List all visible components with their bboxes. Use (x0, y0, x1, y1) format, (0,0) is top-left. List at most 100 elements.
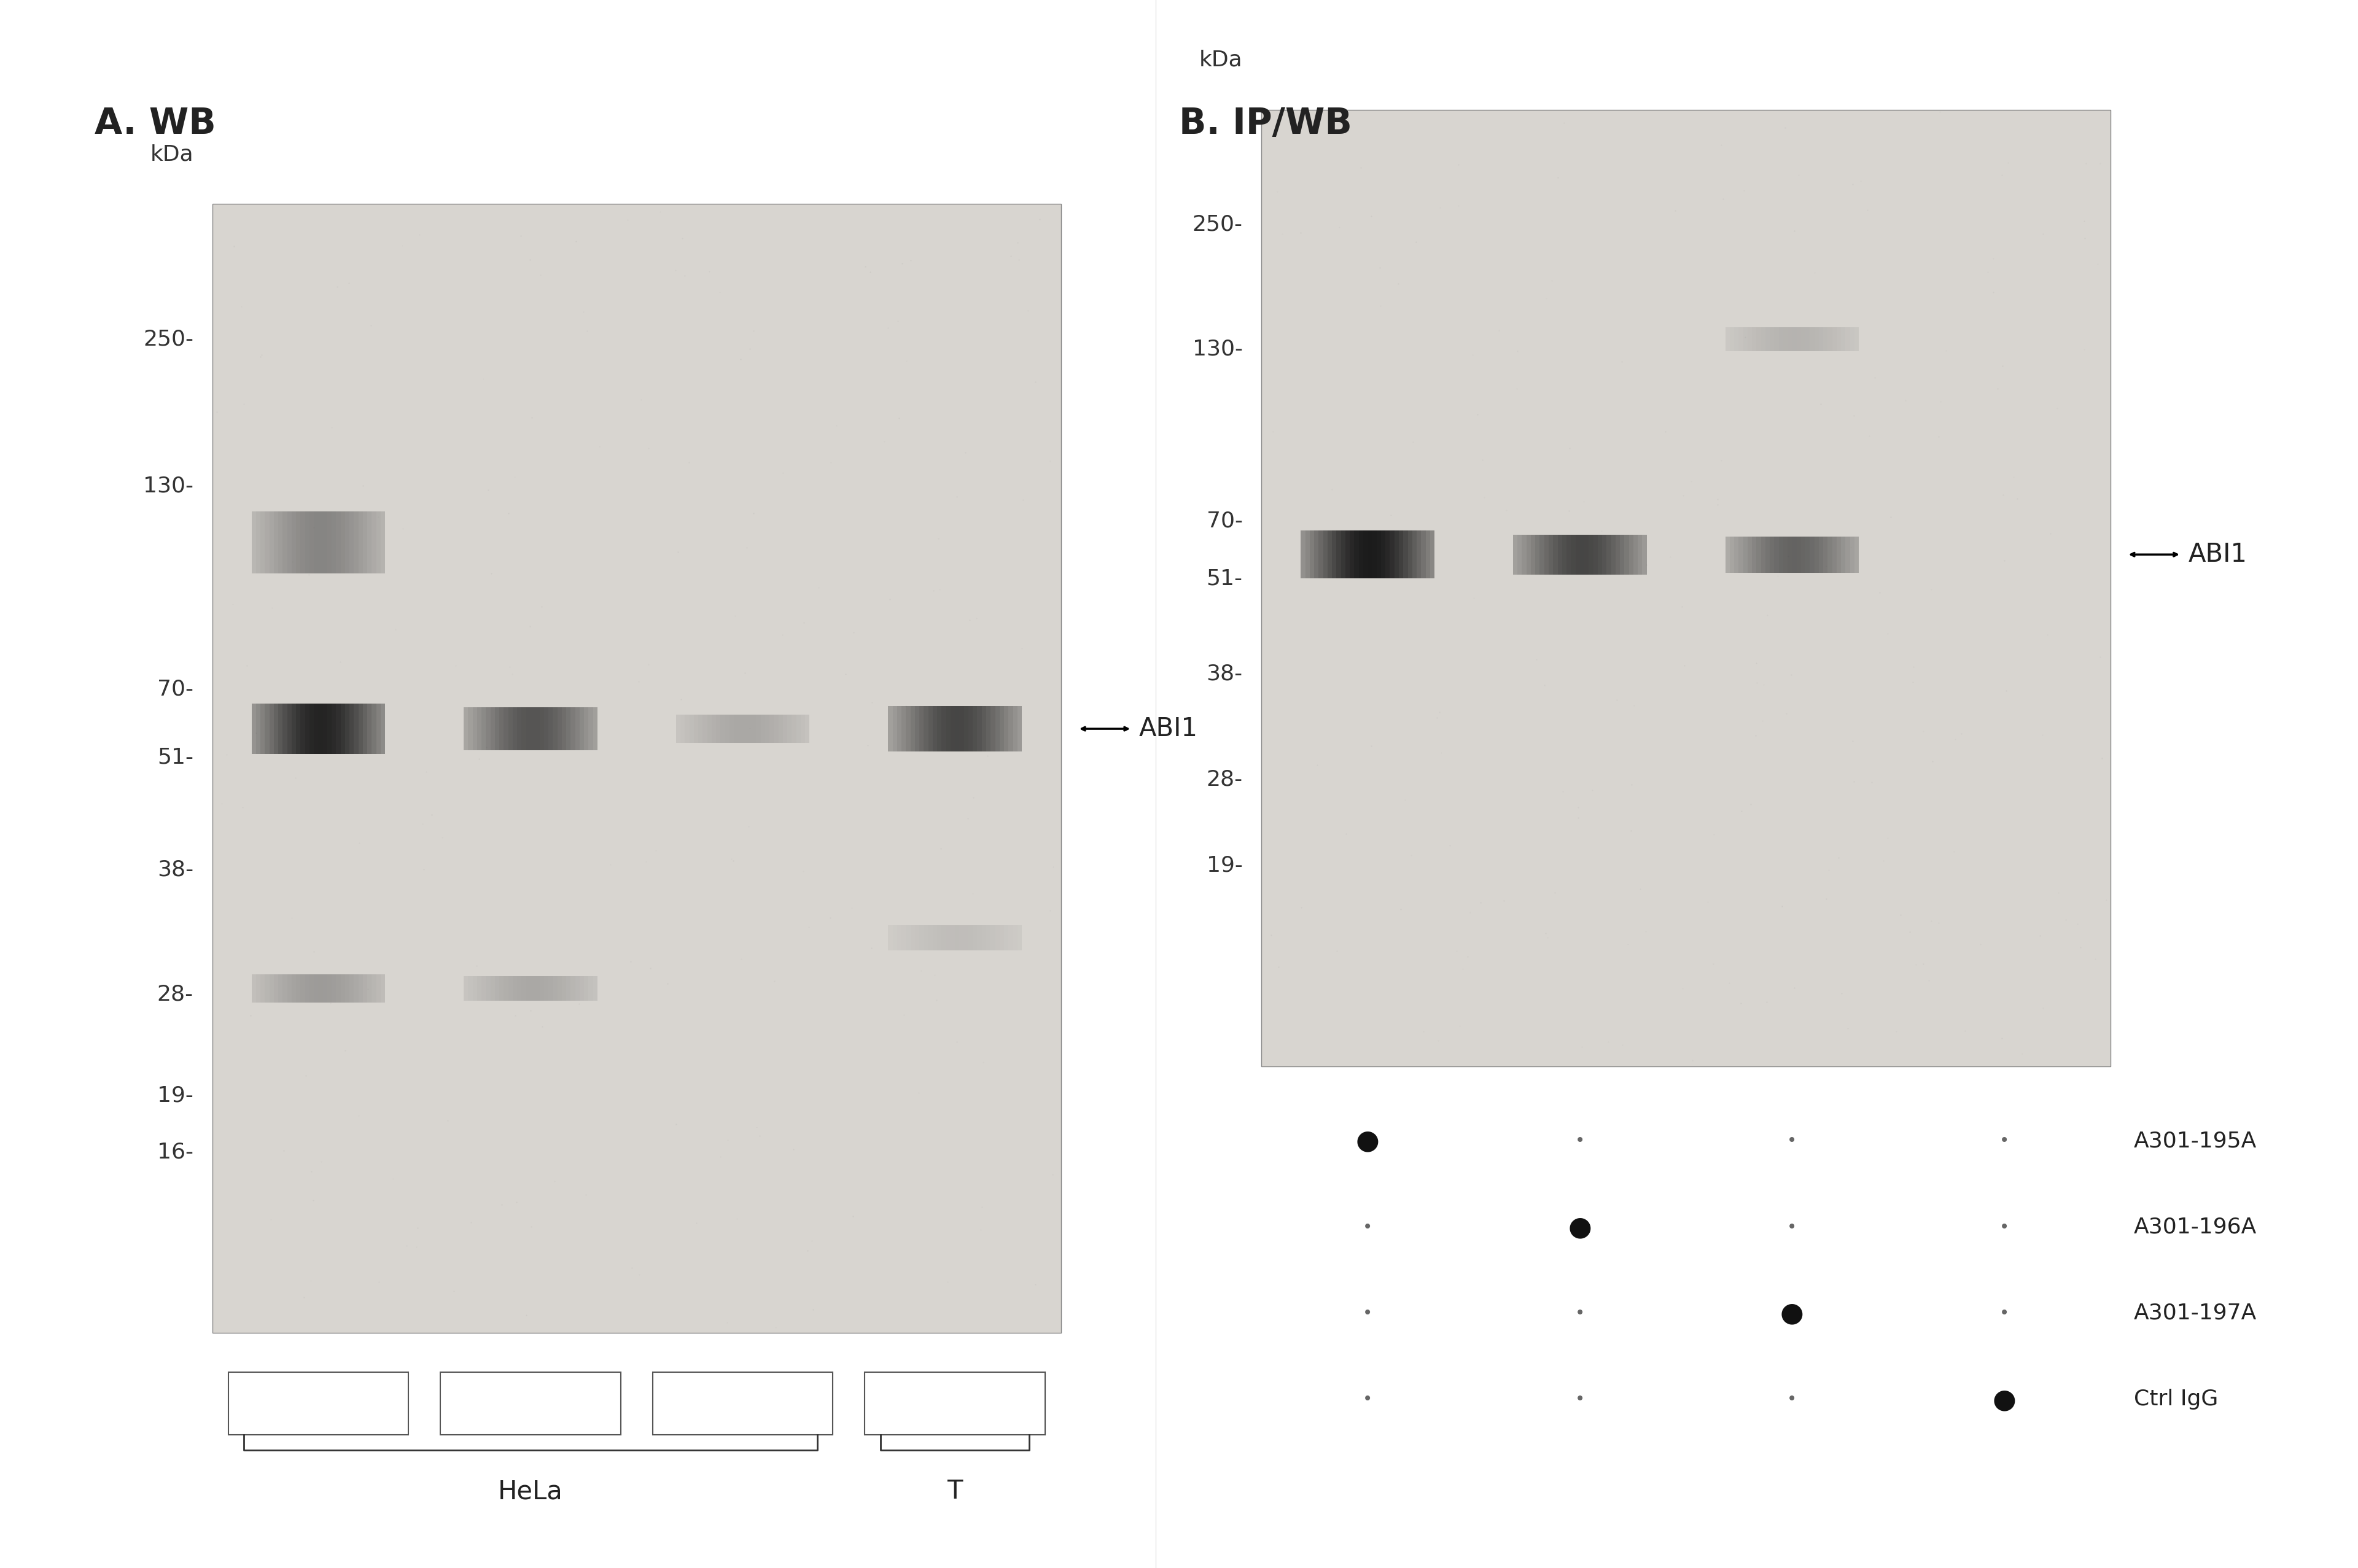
Bar (915, 706, 920, 751)
Bar (373, 704, 377, 754)
Bar (1606, 535, 1611, 574)
Text: 51-: 51- (158, 746, 193, 767)
Bar (1000, 925, 1005, 950)
Bar (1842, 536, 1846, 572)
Bar (1629, 535, 1634, 574)
Bar (549, 707, 552, 750)
Text: •: • (1575, 1391, 1585, 1408)
Bar (252, 511, 257, 574)
Text: kDa: kDa (1200, 50, 1243, 71)
FancyBboxPatch shape (229, 1372, 408, 1435)
Text: •: • (1575, 1305, 1585, 1322)
Bar (915, 925, 920, 950)
Bar (509, 707, 512, 750)
Bar (575, 975, 580, 1000)
Bar (1526, 535, 1530, 574)
Bar (1530, 535, 1535, 574)
Text: 16-: 16- (158, 1142, 193, 1162)
Bar (689, 715, 693, 743)
Bar (278, 511, 283, 574)
Bar (1806, 328, 1811, 351)
Bar (332, 511, 337, 574)
Text: •: • (1787, 1218, 1797, 1236)
Bar (337, 511, 340, 574)
Bar (1387, 530, 1389, 579)
Bar (1309, 530, 1313, 579)
Bar (981, 706, 986, 751)
Bar (1846, 328, 1851, 351)
Bar (540, 975, 545, 1000)
Bar (1368, 530, 1372, 579)
Bar (500, 707, 505, 750)
Bar (354, 511, 358, 574)
Bar (976, 925, 981, 950)
Bar (259, 974, 264, 1002)
Bar (556, 975, 561, 1000)
Bar (981, 925, 986, 950)
Bar (1778, 536, 1783, 572)
Bar (1743, 536, 1747, 572)
Bar (377, 704, 380, 754)
Bar (1559, 535, 1561, 574)
Bar (986, 925, 990, 950)
Bar (757, 715, 762, 743)
Bar (259, 704, 264, 754)
Bar (778, 715, 783, 743)
Bar (373, 974, 377, 1002)
Bar (486, 975, 490, 1000)
FancyBboxPatch shape (653, 1372, 832, 1435)
Bar (1625, 535, 1629, 574)
Bar (1802, 328, 1806, 351)
Bar (340, 704, 344, 754)
Bar (1342, 530, 1346, 579)
Bar (566, 707, 571, 750)
Bar (1585, 535, 1589, 574)
Bar (1422, 530, 1427, 579)
Bar (505, 975, 509, 1000)
Bar (264, 511, 269, 574)
Text: 50: 50 (304, 1392, 332, 1414)
Bar (344, 511, 349, 574)
Bar (1823, 536, 1827, 572)
Bar (314, 511, 318, 574)
Text: B. IP/WB: B. IP/WB (1179, 107, 1351, 141)
Bar (278, 704, 283, 754)
Bar (1842, 328, 1846, 351)
Bar (1778, 328, 1783, 351)
Bar (299, 704, 304, 754)
Bar (990, 706, 995, 751)
Bar (476, 975, 481, 1000)
Bar (323, 974, 328, 1002)
Bar (545, 975, 549, 1000)
Bar (340, 511, 344, 574)
Bar (1832, 328, 1837, 351)
Bar (1427, 530, 1429, 579)
Bar (592, 975, 597, 1000)
Bar (1323, 530, 1328, 579)
Bar (259, 511, 264, 574)
Bar (910, 925, 915, 950)
Bar (344, 974, 349, 1002)
Bar (1823, 328, 1827, 351)
Bar (292, 511, 297, 574)
Bar (340, 974, 344, 1002)
Bar (556, 707, 561, 750)
Bar (976, 706, 981, 751)
Bar (1733, 328, 1738, 351)
Bar (590, 707, 592, 750)
Bar (521, 975, 526, 1000)
Bar (960, 706, 964, 751)
Bar (1403, 530, 1408, 579)
Bar (677, 715, 681, 743)
Bar (337, 974, 340, 1002)
Bar (1014, 925, 1016, 950)
Bar (274, 974, 278, 1002)
Bar (969, 706, 974, 751)
Bar (684, 715, 689, 743)
Bar (368, 511, 373, 574)
Bar (526, 707, 531, 750)
Bar (481, 707, 486, 750)
Bar (269, 704, 274, 754)
Text: A. WB: A. WB (94, 107, 215, 141)
Bar (1389, 530, 1394, 579)
